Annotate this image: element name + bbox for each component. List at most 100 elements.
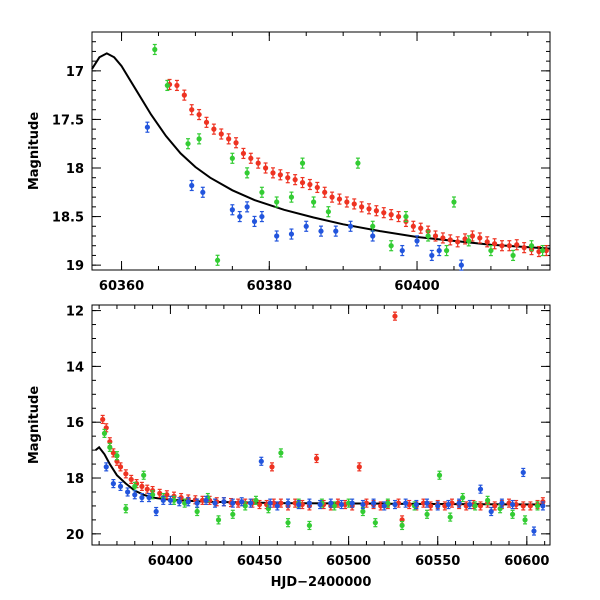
- data-point: [322, 189, 328, 195]
- data-point: [329, 194, 335, 200]
- data-point: [218, 131, 224, 137]
- data-point: [152, 46, 158, 53]
- data-point: [306, 522, 313, 529]
- bottom-x-axis-label: HJD−2400000: [271, 575, 372, 590]
- x-tick-label: 60360: [99, 279, 144, 294]
- data-point: [185, 141, 191, 147]
- data-point: [443, 247, 450, 254]
- data-point: [313, 455, 320, 462]
- data-point: [403, 213, 409, 220]
- data-point: [164, 492, 170, 498]
- data-point: [258, 458, 264, 464]
- top-data-points: [144, 43, 549, 271]
- y-tick-label: 18: [66, 162, 84, 177]
- data-point: [123, 506, 129, 512]
- top-ticks: 60360 60380 60400 17 17.5 18 18.5 19: [52, 31, 550, 294]
- data-point: [347, 223, 354, 229]
- top-panel: 60360 60380 60400 17 17.5 18 18.5 19 Magnitude: [27, 31, 551, 294]
- data-point: [458, 262, 464, 268]
- data-point: [521, 245, 527, 251]
- top-plot-frame: [91, 31, 551, 271]
- data-point: [270, 170, 276, 176]
- y-tick-label: 18: [66, 472, 84, 487]
- data-point: [520, 469, 526, 476]
- data-point: [196, 136, 202, 142]
- data-point: [176, 499, 182, 505]
- data-point: [414, 238, 420, 244]
- data-point: [277, 172, 283, 178]
- data-point: [346, 500, 352, 506]
- data-point: [132, 492, 138, 498]
- data-point: [336, 196, 343, 202]
- data-point: [499, 243, 505, 249]
- data-point: [488, 508, 494, 515]
- data-point: [157, 490, 163, 496]
- data-point: [307, 181, 313, 188]
- x-tick-label: 60500: [326, 554, 371, 569]
- data-point: [303, 223, 309, 229]
- data-point: [491, 241, 498, 247]
- data-point: [370, 223, 376, 229]
- data-point: [435, 503, 441, 509]
- data-point: [296, 501, 302, 508]
- data-point: [248, 500, 254, 506]
- data-point: [413, 501, 419, 508]
- data-point: [128, 476, 134, 483]
- data-point: [488, 247, 494, 254]
- data-point: [477, 235, 483, 241]
- data-point: [171, 497, 177, 503]
- top-y-axis-label: Magnitude: [27, 112, 42, 191]
- data-point: [274, 233, 280, 239]
- data-point: [199, 497, 206, 503]
- data-point: [429, 252, 435, 259]
- data-point: [520, 503, 526, 509]
- y-tick-label: 17.5: [52, 113, 84, 128]
- data-point: [420, 500, 427, 506]
- data-point: [139, 494, 145, 501]
- data-point: [534, 503, 541, 509]
- data-point: [436, 472, 443, 478]
- data-point: [117, 464, 124, 470]
- model-curve-line: [91, 52, 551, 250]
- data-point: [467, 501, 473, 508]
- bottom-y-axis-label: Magnitude: [27, 386, 42, 465]
- data-point: [189, 107, 195, 113]
- data-point: [455, 239, 461, 245]
- data-point: [259, 189, 265, 195]
- data-point: [211, 126, 217, 132]
- data-point: [432, 233, 439, 239]
- data-point: [399, 522, 405, 529]
- data-point: [285, 520, 291, 526]
- data-point: [160, 497, 166, 503]
- data-point: [194, 508, 200, 515]
- data-point: [531, 528, 537, 534]
- bottom-ticks: 60400 60450 60500 60550 60600 12 14 16 18 20: [66, 305, 550, 569]
- data-point: [344, 199, 350, 205]
- data-point: [244, 204, 250, 210]
- data-point: [447, 514, 453, 520]
- data-point: [506, 243, 512, 249]
- data-point: [540, 247, 546, 254]
- data-point: [299, 160, 306, 166]
- data-point: [492, 503, 498, 509]
- data-point: [212, 500, 218, 506]
- y-tick-label: 20: [66, 528, 84, 543]
- data-point: [381, 503, 387, 509]
- data-point: [522, 517, 528, 523]
- data-point: [203, 119, 210, 125]
- top-model-curve: [91, 52, 551, 250]
- data-point: [388, 243, 394, 249]
- data-point: [153, 508, 159, 515]
- data-point: [230, 500, 236, 506]
- data-point: [395, 213, 402, 220]
- data-point: [472, 503, 478, 509]
- data-point: [331, 503, 337, 509]
- data-point: [338, 501, 345, 508]
- data-point: [543, 247, 549, 254]
- data-point: [248, 155, 254, 161]
- data-point: [229, 207, 235, 213]
- data-point: [314, 184, 320, 191]
- data-point: [424, 511, 430, 517]
- data-point: [194, 500, 200, 506]
- data-point: [372, 520, 378, 526]
